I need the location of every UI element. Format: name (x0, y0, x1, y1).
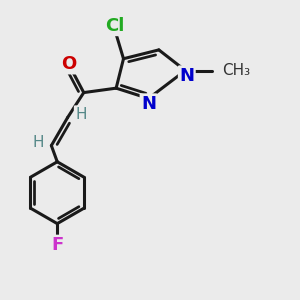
Text: N: N (179, 67, 194, 85)
Text: H: H (32, 134, 44, 149)
Text: O: O (61, 55, 77, 73)
Text: N: N (141, 95, 156, 113)
Text: Cl: Cl (105, 17, 124, 35)
Text: F: F (51, 236, 63, 254)
Text: H: H (75, 106, 87, 122)
Text: CH₃: CH₃ (222, 63, 250, 78)
